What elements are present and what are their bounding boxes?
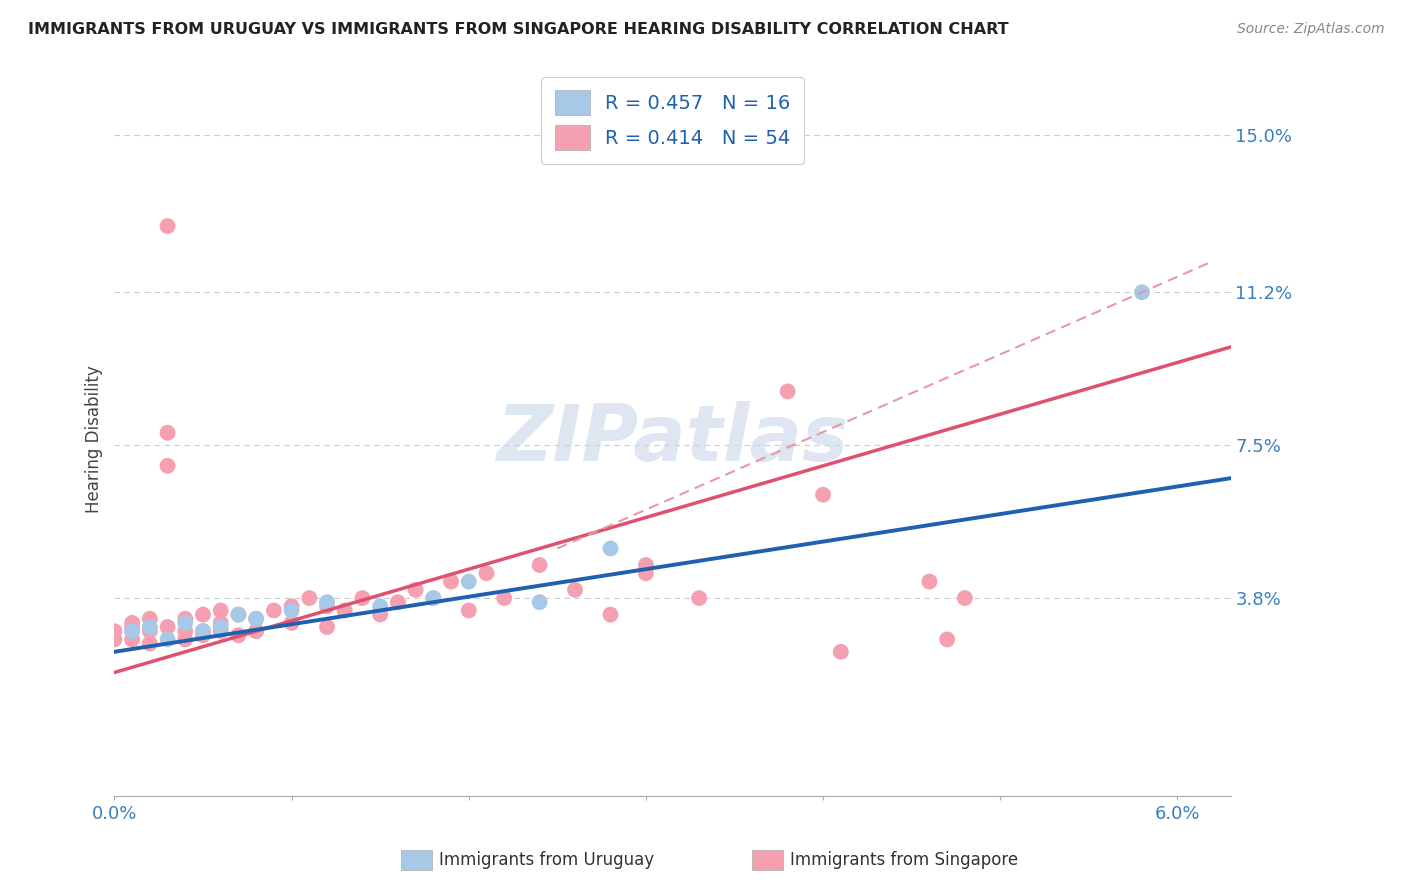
Point	[245, 612, 267, 626]
Point	[811, 488, 834, 502]
Text: Immigrants from Singapore: Immigrants from Singapore	[790, 851, 1018, 869]
Point	[457, 574, 479, 589]
Point	[174, 615, 197, 630]
Point	[422, 591, 444, 605]
Point	[156, 632, 179, 647]
Point	[316, 599, 339, 614]
Point	[245, 624, 267, 639]
Point	[440, 574, 463, 589]
Point	[228, 628, 250, 642]
Point	[529, 595, 551, 609]
Point	[121, 632, 143, 647]
Point	[139, 636, 162, 650]
Point	[156, 458, 179, 473]
Point	[830, 645, 852, 659]
Point	[280, 615, 302, 630]
Point	[209, 603, 232, 617]
Point	[245, 612, 267, 626]
Point	[121, 620, 143, 634]
Point	[263, 603, 285, 617]
Point	[953, 591, 976, 605]
Point	[121, 624, 143, 639]
Point	[209, 624, 232, 639]
Point	[121, 615, 143, 630]
Point	[103, 632, 125, 647]
Point	[280, 603, 302, 617]
Text: ZIPatlas: ZIPatlas	[496, 401, 849, 477]
Point	[209, 615, 232, 630]
Point	[368, 607, 391, 622]
Point	[280, 599, 302, 614]
Point	[174, 632, 197, 647]
Point	[298, 591, 321, 605]
Point	[634, 566, 657, 581]
Point	[422, 591, 444, 605]
Point	[599, 541, 621, 556]
Point	[368, 599, 391, 614]
Point	[103, 624, 125, 639]
Point	[564, 582, 586, 597]
Point	[156, 620, 179, 634]
Point	[121, 624, 143, 639]
Y-axis label: Hearing Disability: Hearing Disability	[86, 365, 103, 513]
Point	[529, 558, 551, 572]
Point	[688, 591, 710, 605]
Point	[333, 603, 356, 617]
Point	[475, 566, 498, 581]
Point	[156, 425, 179, 440]
Point	[494, 591, 516, 605]
Point	[634, 558, 657, 572]
Point	[599, 607, 621, 622]
Point	[228, 607, 250, 622]
Point	[209, 620, 232, 634]
Point	[191, 628, 214, 642]
Point	[776, 384, 799, 399]
Point	[936, 632, 959, 647]
Point	[191, 624, 214, 639]
Point	[457, 603, 479, 617]
Point	[139, 612, 162, 626]
Text: Source: ZipAtlas.com: Source: ZipAtlas.com	[1237, 22, 1385, 37]
Point	[316, 595, 339, 609]
Text: Immigrants from Uruguay: Immigrants from Uruguay	[439, 851, 654, 869]
Point	[139, 624, 162, 639]
Point	[191, 607, 214, 622]
Point	[191, 624, 214, 639]
Text: IMMIGRANTS FROM URUGUAY VS IMMIGRANTS FROM SINGAPORE HEARING DISABILITY CORRELAT: IMMIGRANTS FROM URUGUAY VS IMMIGRANTS FR…	[28, 22, 1008, 37]
Point	[387, 595, 409, 609]
Point	[1130, 285, 1153, 300]
Point	[156, 219, 179, 233]
Point	[228, 607, 250, 622]
Point	[316, 620, 339, 634]
Legend: R = 0.457   N = 16, R = 0.414   N = 54: R = 0.457 N = 16, R = 0.414 N = 54	[541, 77, 804, 164]
Point	[174, 624, 197, 639]
Point	[174, 612, 197, 626]
Point	[405, 582, 427, 597]
Point	[918, 574, 941, 589]
Point	[139, 620, 162, 634]
Point	[352, 591, 374, 605]
